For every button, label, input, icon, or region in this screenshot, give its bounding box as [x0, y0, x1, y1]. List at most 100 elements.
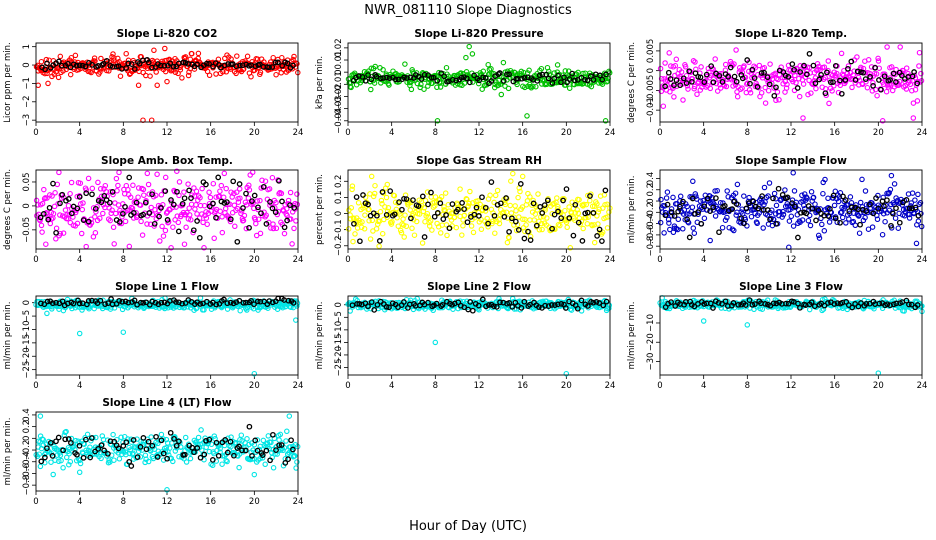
data-point: [123, 50, 129, 57]
data-point: [237, 307, 243, 314]
data-point: [59, 191, 66, 198]
y-tick-label: −20: [646, 333, 656, 351]
data-point: [732, 190, 739, 196]
data-point: [253, 220, 259, 227]
data-point: [401, 195, 407, 202]
data-point: [269, 174, 276, 181]
data-point: [233, 70, 239, 77]
data-point: [854, 54, 860, 60]
data-point: [873, 195, 879, 201]
data-point: [759, 193, 765, 199]
data-point: [524, 74, 531, 81]
data-point: [562, 207, 568, 214]
data-point: [684, 211, 690, 217]
data-point: [60, 230, 67, 236]
data-point: [419, 240, 426, 246]
data-point: [893, 205, 899, 212]
data-point: [65, 60, 71, 67]
data-point: [421, 71, 428, 78]
data-point: [849, 84, 855, 91]
data-point: [403, 196, 410, 202]
data-point: [223, 185, 229, 192]
data-point: [103, 58, 110, 64]
data-point: [595, 221, 601, 227]
data-point: [294, 303, 300, 309]
data-point: [703, 71, 710, 78]
data-point: [113, 175, 120, 182]
data-point: [527, 194, 533, 200]
data-point: [258, 210, 264, 217]
data-point: [782, 187, 788, 193]
data-point: [369, 217, 376, 224]
data-point: [199, 185, 205, 192]
data-point: [437, 200, 444, 207]
data-point: [206, 60, 212, 67]
x-tick-label: 12: [162, 255, 173, 265]
x-tick-label: 20: [873, 255, 884, 265]
data-point: [738, 215, 745, 222]
data-point: [710, 204, 717, 211]
data-point: [826, 100, 832, 107]
data-point: [89, 185, 96, 192]
plot-frame: [347, 42, 611, 123]
data-point: [112, 210, 119, 217]
data-point: [664, 189, 671, 195]
data-point: [695, 79, 702, 85]
data-point: [421, 86, 427, 92]
data-point: [383, 194, 390, 201]
data-point: [512, 203, 518, 209]
data-point: [432, 194, 439, 200]
data-point: [712, 56, 718, 62]
data-point: [76, 300, 83, 307]
data-point: [859, 204, 866, 210]
data-point: [402, 212, 408, 218]
data-point: [275, 59, 281, 66]
data-point: [135, 82, 142, 89]
data-point: [734, 181, 741, 188]
data-point: [219, 229, 226, 236]
data-point: [666, 50, 672, 56]
y-axis-label: degrees C per min.: [627, 42, 637, 123]
data-point: [141, 192, 147, 198]
data-point: [582, 76, 588, 83]
data-point: [358, 224, 365, 231]
data-point: [561, 74, 567, 81]
data-point: [183, 224, 189, 231]
data-point: [275, 177, 281, 183]
data-point: [657, 65, 664, 72]
data-point: [506, 71, 512, 78]
data-point: [428, 189, 434, 196]
data-point: [220, 194, 227, 201]
data-point: [716, 72, 723, 79]
data-point: [186, 212, 193, 218]
data-point: [829, 88, 835, 94]
data-point: [902, 83, 909, 89]
data-point: [201, 202, 208, 209]
data-point: [67, 190, 73, 197]
x-tick-label: 24: [293, 128, 304, 138]
data-point: [492, 230, 498, 236]
panel-4: Slope Amb. Box Temp.degrees C per min.0 4…: [3, 155, 303, 265]
y-tick-label: −0.03: [334, 96, 344, 122]
data-point: [290, 300, 297, 306]
data-point: [201, 245, 207, 251]
data-point: [49, 306, 55, 312]
data-point: [690, 225, 697, 231]
x-tick-label: 24: [293, 381, 304, 391]
y-tick-label: 0: [22, 203, 32, 208]
data-point: [287, 189, 294, 196]
data-point: [871, 70, 878, 77]
y-tick-label: −0.02: [334, 83, 344, 109]
data-point: [91, 305, 97, 312]
data-point: [832, 215, 839, 222]
data-point: [251, 370, 258, 377]
data-point: [204, 221, 210, 228]
x-tick-label: 4: [701, 128, 706, 138]
data-point: [809, 205, 816, 212]
data-point: [876, 77, 882, 83]
y-axis-label: percent per min.: [315, 174, 325, 245]
data-point: [554, 62, 561, 68]
data-point: [485, 61, 491, 68]
data-point: [761, 201, 767, 208]
